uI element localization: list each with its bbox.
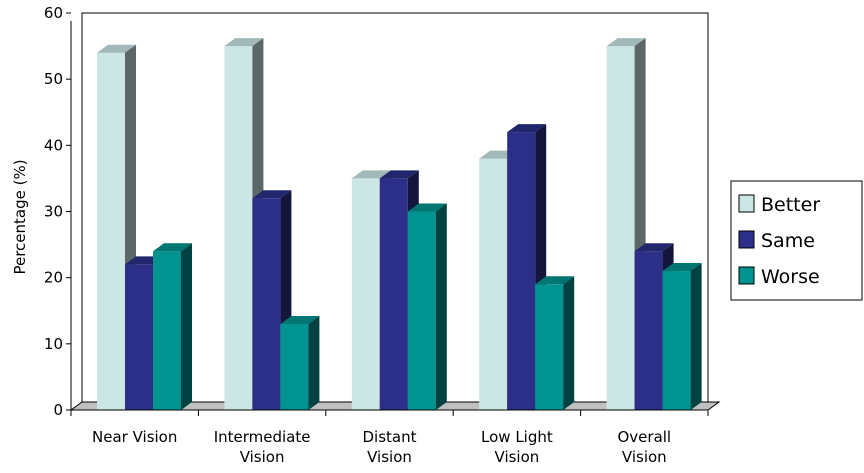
y-tick-label: 10 — [44, 335, 63, 353]
bar-worse-3 — [535, 276, 575, 410]
y-tick-label: 40 — [44, 136, 63, 154]
x-category-label: Distant Vision — [363, 428, 417, 466]
legend-label-same: Same — [761, 230, 815, 252]
x-category-label: Low Light Vision — [481, 428, 553, 466]
bar-worse-1 — [280, 315, 320, 410]
bar-worse-0 — [153, 243, 192, 410]
bars-group — [97, 38, 702, 411]
bar-worse-4 — [662, 263, 702, 410]
y-tick-label: 0 — [53, 401, 63, 419]
legend-label-worse: Worse — [761, 266, 820, 288]
legend-label-better: Better — [761, 194, 820, 216]
y-tick-label: 20 — [44, 269, 63, 287]
legend-swatch-worse — [738, 266, 755, 285]
x-category-label: Overall Vision — [617, 428, 671, 466]
bar-same-1 — [252, 190, 292, 410]
y-tick-label: 30 — [44, 203, 63, 221]
bar-worse-2 — [407, 203, 447, 410]
axes-group: 0 10 20 30 40 50 60 Near Vision Intermediate Visi… — [44, 4, 709, 466]
y-tick-label: 60 — [44, 4, 63, 22]
legend-swatch-same — [738, 230, 755, 249]
y-axis-title: Percentage (%) — [11, 159, 29, 274]
legend-swatch-better — [738, 194, 755, 213]
legend: Better Same Worse — [730, 180, 863, 301]
y-tick-label: 50 — [44, 70, 63, 88]
x-category-label: Near Vision — [92, 428, 177, 446]
x-category-label: Intermediate Vision — [214, 428, 311, 466]
